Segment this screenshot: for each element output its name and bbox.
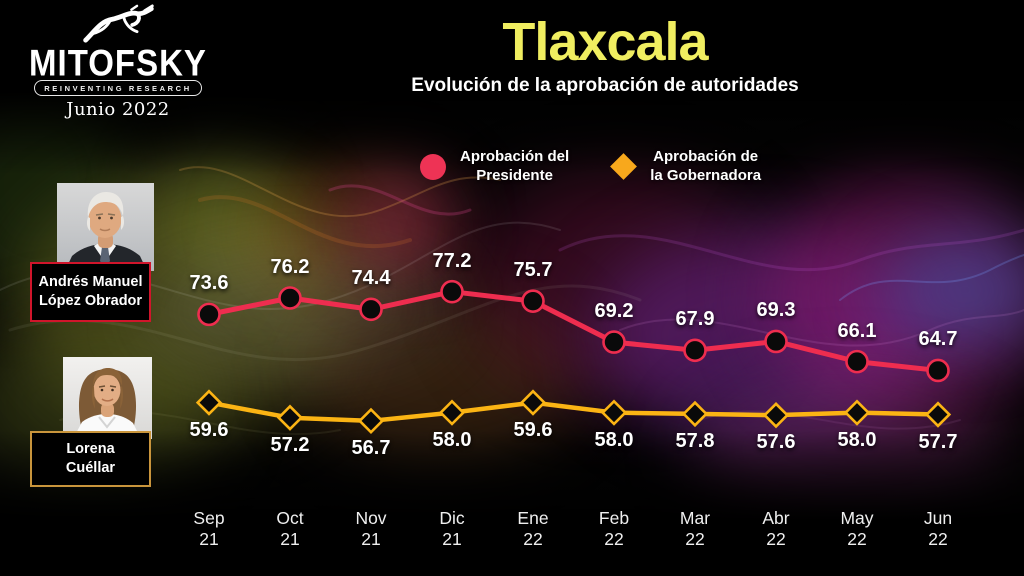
page-title: Tlaxcala (502, 12, 708, 72)
presidente-name-line2: López Obrador (38, 293, 143, 309)
circle-data-point-marker (440, 279, 464, 304)
brand-logo-text: MITOFSKY (29, 41, 207, 84)
diamond-data-point-marker (276, 404, 304, 431)
legend-presidente-line1: Aprobación del (460, 148, 570, 165)
gobernadora-portrait-illustration (63, 357, 152, 439)
smoke-blob (880, 230, 1024, 350)
diamond-data-point-marker (600, 399, 628, 426)
brand-block: MITOFSKY REINVENTING RESEARCH Junio 2022 (18, 4, 218, 120)
presidente-circle-marker-icon (420, 153, 446, 180)
smoke-blob (590, 230, 930, 440)
series-line-presidente (206, 289, 941, 373)
title-block: Tlaxcala Evolución de la aprobación de a… (340, 14, 870, 97)
presidente-name-line1: Andrés Manuel (38, 274, 143, 291)
circle-data-point-marker (764, 329, 788, 354)
diamond-data-point-marker (438, 399, 466, 426)
circle-data-point-marker (521, 289, 545, 313)
series-line-gobernadora (206, 400, 941, 424)
circle-data-point-marker (197, 302, 221, 327)
mitofsky-horse-logo-icon (83, 4, 154, 43)
gobernadora-diamond-marker-icon (610, 153, 638, 181)
circle-data-point-marker (359, 297, 383, 322)
gobernadora-name-line1: Lorena (66, 441, 115, 458)
circle-data-point-marker (845, 349, 869, 374)
presidente-name-label: Andrés Manuel López Obrador (30, 262, 151, 322)
gobernadora-name-line2: Cuéllar (65, 460, 116, 476)
presidente-photo (57, 183, 154, 271)
smoke-blob (340, 170, 460, 280)
diamond-data-point-marker (681, 400, 709, 428)
legend-gobernadora-line2: la Gobernadora (650, 166, 762, 184)
legend-label-presidente: Aprobación del Presidente (460, 148, 569, 186)
diamond-data-point-marker (762, 402, 790, 429)
circle-data-point-marker (926, 358, 950, 383)
diamond-data-point-marker (924, 401, 952, 428)
legend-gobernadora-line1: Aprobación de (653, 148, 759, 165)
legend-item-presidente: Aprobación del Presidente (420, 148, 569, 186)
diamond-data-point-marker (843, 399, 871, 426)
page-subtitle: Evolución de la aprobación de autoridade… (411, 74, 799, 96)
legend-label-gobernadora: Aprobación de la Gobernadora (650, 148, 761, 186)
gobernadora-photo (63, 357, 152, 439)
diamond-data-point-marker (519, 389, 547, 416)
smoke-blob (140, 250, 450, 370)
bottom-fade-overlay (0, 430, 1024, 576)
legend-item-gobernadora: Aprobación de la Gobernadora (610, 148, 761, 186)
smoke-blob (250, 160, 450, 300)
circle-data-point-marker (602, 330, 626, 354)
presidente-portrait-illustration (57, 183, 154, 271)
brand-tagline: REINVENTING RESEARCH (34, 80, 202, 96)
gobernadora-name-label: Lorena Cuéllar (30, 431, 151, 487)
circle-data-point-marker (683, 338, 707, 363)
circle-data-point-marker (278, 286, 302, 310)
brand-date: Junio 2022 (66, 98, 170, 120)
diamond-data-point-marker (357, 407, 385, 435)
chart-legend: Aprobación del Presidente Aprobación de … (420, 148, 820, 186)
smoke-blob (760, 180, 1024, 410)
diamond-data-point-marker (195, 389, 223, 416)
legend-presidente-line2: Presidente (476, 166, 553, 184)
